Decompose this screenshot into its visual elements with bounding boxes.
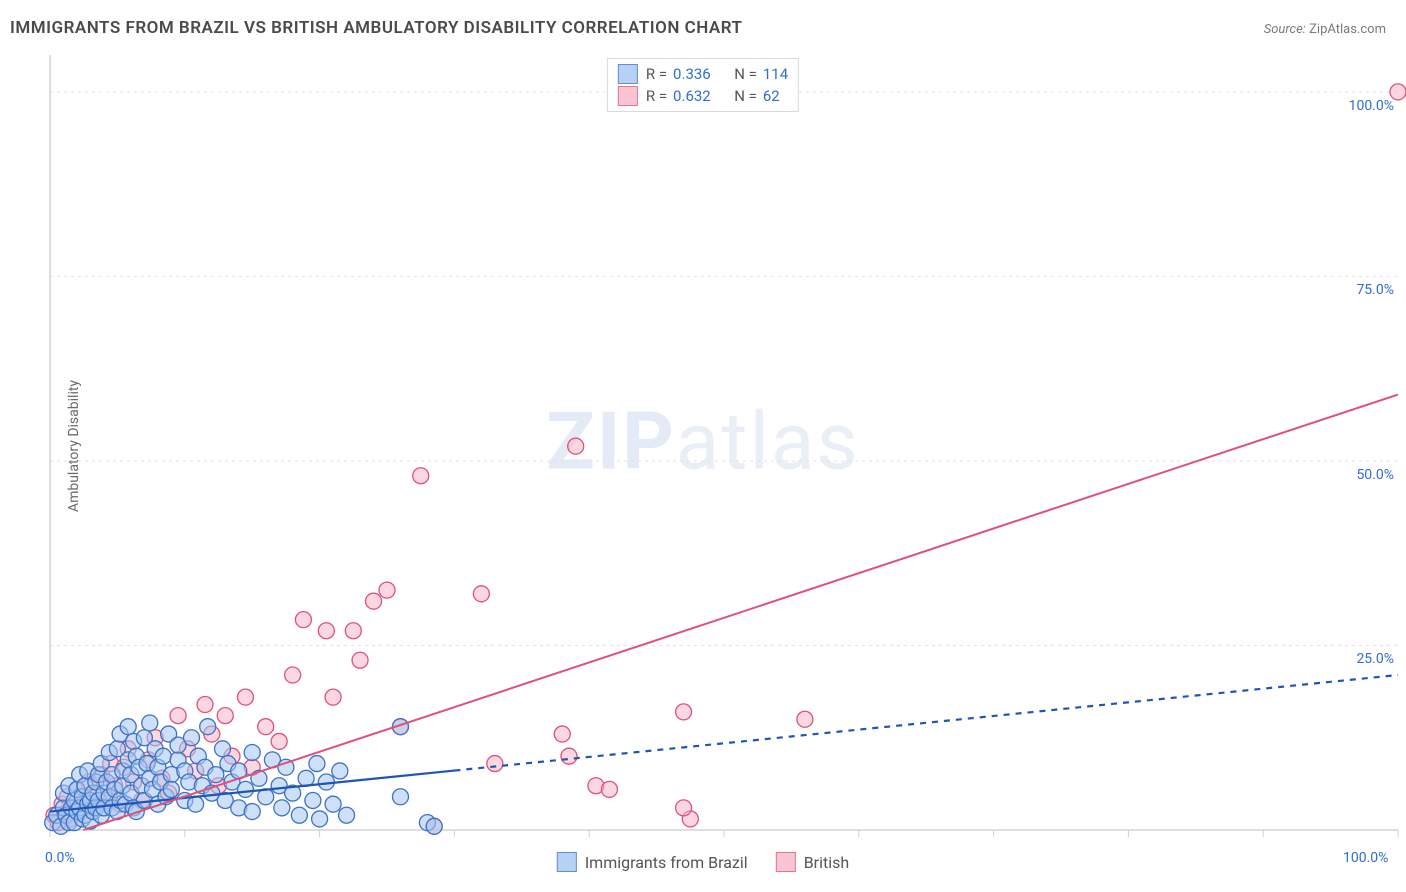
y-tick-label: 75.0% [1356, 282, 1394, 298]
r-label-0: R = [646, 65, 667, 83]
legend-row-1: R = 0.632 N = 62 [618, 85, 788, 107]
n-value-1: 62 [763, 87, 780, 105]
y-tick-label: 25.0% [1356, 651, 1394, 667]
legend-item-1: British [776, 852, 849, 872]
legend-bottom-label-0: Immigrants from Brazil [585, 853, 748, 872]
y-tick-label: 100.0% [1349, 98, 1394, 114]
n-label-0: N = [734, 65, 757, 83]
legend-swatch-0 [618, 64, 638, 84]
r-value-1: 0.632 [673, 87, 711, 105]
x-tick-label: 100.0% [1343, 850, 1388, 866]
y-tick-label: 50.0% [1356, 467, 1394, 483]
legend-correlation: R = 0.336 N = 114 R = 0.632 N = 62 [607, 58, 799, 112]
chart-container: IMMIGRANTS FROM BRAZIL VS BRITISH AMBULA… [0, 0, 1406, 892]
scatter-plot [0, 0, 1406, 892]
r-label-1: R = [646, 87, 667, 105]
n-value-0: 114 [763, 65, 788, 83]
legend-row-0: R = 0.336 N = 114 [618, 63, 788, 85]
legend-bottom-label-1: British [804, 853, 849, 872]
x-tick-label: 0.0% [45, 850, 75, 866]
legend-series: Immigrants from Brazil British [557, 852, 849, 872]
legend-item-0: Immigrants from Brazil [557, 852, 748, 872]
legend-bottom-swatch-0 [557, 852, 577, 872]
r-value-0: 0.336 [673, 65, 711, 83]
legend-bottom-swatch-1 [776, 852, 796, 872]
legend-swatch-1 [618, 86, 638, 106]
n-label-1: N = [734, 87, 757, 105]
